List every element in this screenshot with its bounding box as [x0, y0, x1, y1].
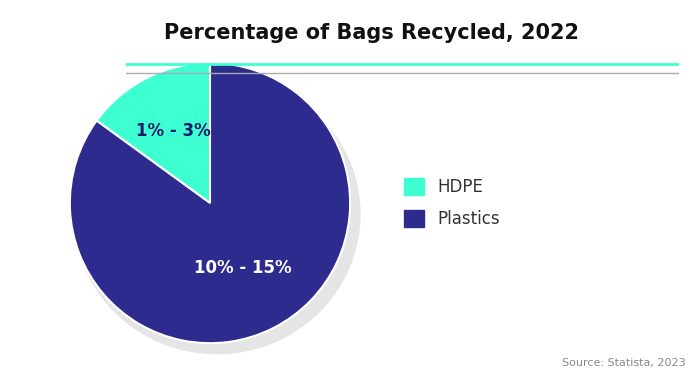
- Text: Percentage of Bags Recycled, 2022: Percentage of Bags Recycled, 2022: [164, 23, 578, 42]
- Text: Source: Statista, 2023: Source: Statista, 2023: [562, 358, 686, 368]
- Wedge shape: [70, 63, 350, 343]
- Wedge shape: [97, 63, 210, 203]
- Legend: HDPE, Plastics: HDPE, Plastics: [397, 171, 507, 235]
- Text: 10% - 15%: 10% - 15%: [195, 259, 292, 277]
- Text: 1% - 3%: 1% - 3%: [136, 121, 211, 139]
- Ellipse shape: [74, 74, 360, 355]
